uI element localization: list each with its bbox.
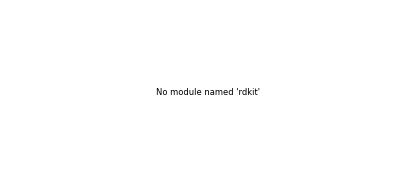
Text: No module named 'rdkit': No module named 'rdkit' bbox=[156, 88, 261, 97]
